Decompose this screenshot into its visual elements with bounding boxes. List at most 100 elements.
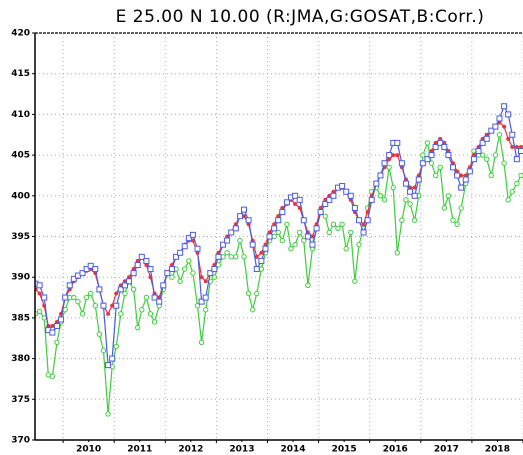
point [233,254,239,260]
point [198,339,205,346]
point [442,140,447,145]
point [407,188,414,195]
chart-title: E 25.00 N 10.00 (R:JMA,G:GOSAT,B:Corr.) [116,7,485,27]
point [36,308,43,315]
point [224,237,231,244]
point [143,294,150,301]
point [151,294,158,301]
point [484,156,490,162]
point [135,324,141,331]
point [309,241,316,248]
point [127,275,132,280]
point [185,235,192,242]
point [402,180,409,187]
point [203,279,208,284]
point [356,241,362,248]
point [138,253,145,260]
point [466,168,473,175]
y-tick-label: 410 [11,110,30,120]
point [296,196,303,203]
point [386,152,393,159]
point [177,278,183,284]
point [433,140,438,145]
point [514,180,520,187]
x-tick-label: 2017 [434,445,459,455]
point [513,156,520,163]
grid [35,32,523,441]
point [377,193,384,199]
point [459,173,464,178]
point [502,124,507,129]
point [445,193,452,199]
point [83,294,90,301]
point [488,172,495,179]
y-tick-label: 380 [11,354,30,364]
point [335,225,341,232]
point [113,302,120,309]
point [518,144,523,149]
point [139,307,145,313]
point [407,201,413,207]
point [37,291,42,296]
point [105,362,112,369]
point [331,189,336,194]
point [437,139,444,146]
point [53,323,60,330]
point [484,132,489,137]
point [190,270,196,276]
point [398,160,405,167]
point [475,148,482,155]
point [236,213,243,220]
point [110,303,115,308]
point [412,185,417,190]
point [441,143,448,150]
point [182,266,188,272]
point [194,245,201,252]
point [118,311,124,317]
point [518,172,523,179]
point [267,230,272,235]
point [488,127,495,134]
point [147,266,154,273]
point [254,254,259,259]
point [92,266,99,273]
point [83,266,90,273]
point [36,282,43,289]
x-tick-label: 2016 [383,445,408,455]
point [364,217,371,224]
point [168,266,175,273]
point [415,176,422,183]
point [445,152,452,159]
point [458,205,464,211]
point [368,196,375,203]
point [394,250,400,256]
point [284,221,290,227]
point [258,257,265,264]
point [441,205,448,211]
point [271,225,278,232]
point [189,231,196,238]
point [177,249,184,256]
point [232,225,239,232]
point [492,123,499,130]
series-line [35,104,522,367]
point [411,217,418,223]
point [49,373,56,380]
point [279,209,286,216]
point [173,253,180,260]
point [454,172,461,179]
point [87,262,94,269]
y-tick-label: 385 [11,313,30,323]
point [327,193,332,198]
y-tick-label: 400 [11,191,30,201]
point [510,144,515,149]
point [122,279,127,284]
point [501,160,507,166]
point [228,229,235,236]
point [70,275,77,282]
point [506,136,511,141]
point [391,153,396,158]
axes: 370 375 380 385 390 395 400 405 410 415 420 2010 201… [11,29,523,455]
